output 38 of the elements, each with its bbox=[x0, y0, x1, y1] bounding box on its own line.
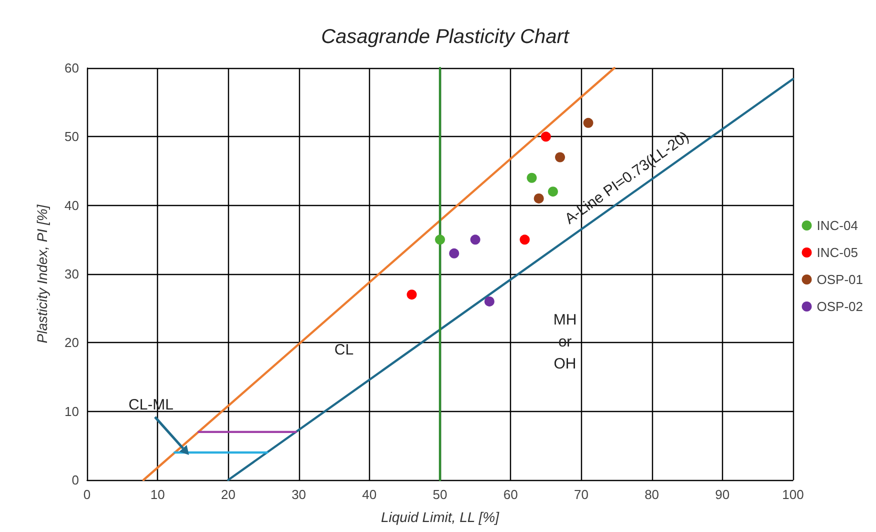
point bbox=[470, 234, 480, 245]
x-tick-label: 50 bbox=[432, 487, 448, 502]
point bbox=[484, 296, 494, 306]
y-tick-label: 50 bbox=[64, 129, 79, 144]
point bbox=[555, 152, 566, 162]
annotation: CL bbox=[334, 342, 354, 358]
x-tick-label: 80 bbox=[644, 487, 660, 502]
x-axis-title: Liquid Limit, LL [%] bbox=[380, 509, 500, 525]
point bbox=[449, 248, 460, 258]
x-tick-label: 20 bbox=[220, 487, 236, 502]
y-tick-label: 40 bbox=[64, 198, 79, 213]
x-tick-label: 70 bbox=[574, 487, 588, 502]
x-tick-label: 10 bbox=[150, 487, 165, 502]
point bbox=[520, 234, 530, 245]
y-axis-title: Plasticity Index, PI [%] bbox=[34, 204, 50, 344]
y-tick-label: 30 bbox=[64, 266, 79, 282]
legend-label: OSP-01 bbox=[816, 272, 864, 287]
point bbox=[534, 193, 544, 204]
point bbox=[583, 118, 594, 128]
chart-title: Casagrande Plasticity Chart bbox=[321, 26, 570, 48]
y-tick-label: 10 bbox=[64, 404, 79, 419]
legend-label: INC-04 bbox=[816, 218, 858, 233]
point bbox=[526, 172, 537, 183]
x-tick-label: 40 bbox=[362, 487, 377, 502]
point bbox=[406, 290, 417, 300]
x-tick-label: 60 bbox=[503, 487, 518, 502]
y-tick-label: 60 bbox=[64, 60, 79, 76]
x-tick-label: 0 bbox=[83, 487, 91, 502]
legend-label: OSP-02 bbox=[816, 299, 864, 314]
point bbox=[435, 234, 445, 245]
legend-label: INC-05 bbox=[816, 245, 858, 260]
y-tick-label: 20 bbox=[64, 335, 79, 350]
point bbox=[540, 132, 551, 142]
x-tick-label: 100 bbox=[782, 487, 804, 502]
x-tick-label: 30 bbox=[292, 487, 306, 502]
point bbox=[548, 186, 558, 197]
x-tick-label: 90 bbox=[715, 487, 730, 502]
y-tick-label: 0 bbox=[72, 472, 79, 488]
